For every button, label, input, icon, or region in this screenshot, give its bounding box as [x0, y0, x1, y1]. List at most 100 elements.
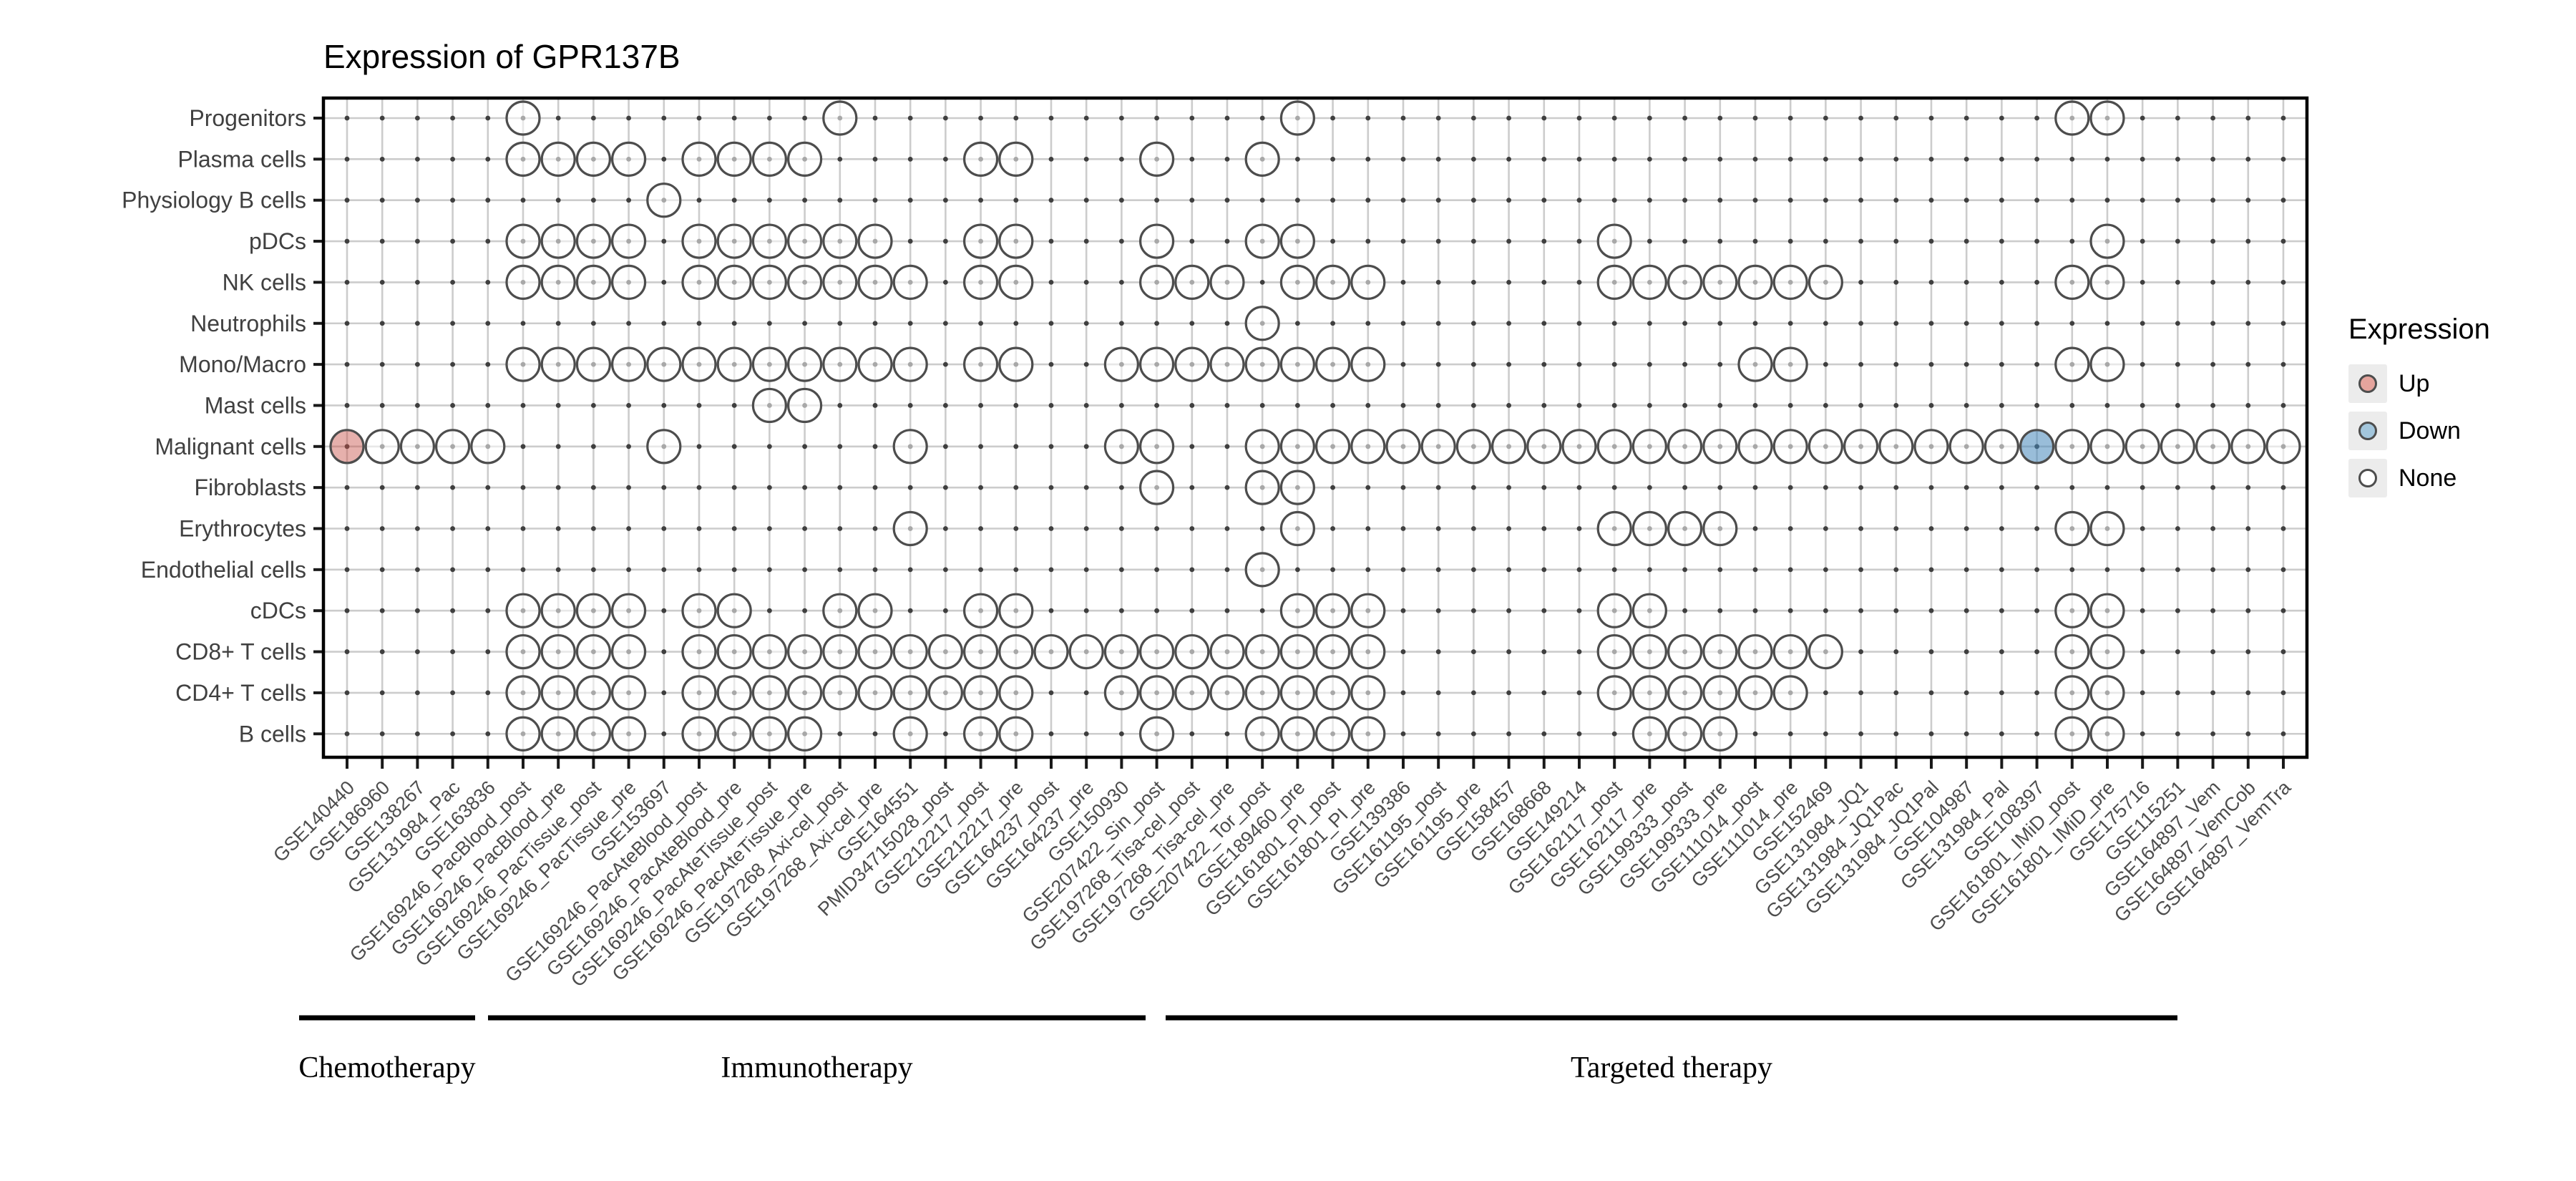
- grid-point: [2210, 238, 2216, 244]
- grid-point: [978, 526, 983, 531]
- grid-point: [1858, 403, 1864, 408]
- expression-dot-none: [1314, 593, 1351, 628]
- grid-point: [2069, 321, 2075, 326]
- grid-point: [1647, 321, 1652, 326]
- grid-point: [1435, 238, 1441, 244]
- grid-point: [943, 156, 948, 162]
- expression-dot-none: [1702, 716, 1738, 752]
- grid-point: [1119, 567, 1124, 573]
- grid-point: [1295, 567, 1300, 573]
- grid-point: [872, 198, 878, 203]
- grid-point: [1893, 403, 1899, 408]
- grid-point: [1858, 115, 1864, 121]
- expression-dot-none: [716, 593, 752, 628]
- expression-dot-none: [716, 223, 752, 259]
- grid-point: [696, 321, 702, 326]
- grid-point: [1154, 526, 1159, 531]
- grid-point: [1083, 115, 1089, 121]
- grid-point: [2280, 156, 2286, 162]
- grid-point: [1611, 731, 1617, 737]
- grid-point: [344, 731, 350, 737]
- grid-point: [1963, 526, 1969, 531]
- expression-dot-none: [1279, 470, 1316, 505]
- expression-dot-none: [751, 633, 788, 670]
- expression-dot-none: [1737, 675, 1773, 711]
- grid-point: [1576, 361, 1582, 367]
- grid-point: [1083, 198, 1089, 203]
- grid-point: [2175, 403, 2180, 408]
- grid-point: [1435, 198, 1441, 203]
- expression-dot-none: [2089, 429, 2125, 465]
- expression-dot-none: [962, 675, 999, 711]
- grid-point: [2034, 198, 2040, 203]
- expression-dot-none: [1596, 633, 1632, 670]
- expression-dot-none: [1596, 223, 1632, 259]
- grid-point: [626, 321, 631, 326]
- grid-point: [661, 115, 667, 121]
- expression-dot-none: [751, 223, 788, 259]
- grid-point: [1928, 156, 1934, 162]
- expression-dot-none: [540, 633, 576, 670]
- expression-dot-none: [1385, 429, 1421, 465]
- grid-point: [1893, 280, 1899, 285]
- grid-point: [1752, 731, 1758, 737]
- grid-point: [379, 321, 385, 326]
- grid-point: [2104, 198, 2110, 203]
- grid-point: [978, 115, 983, 121]
- grid-point: [1576, 485, 1582, 490]
- grid-point: [1999, 567, 2004, 573]
- grid-point: [344, 690, 350, 696]
- grid-point: [943, 608, 948, 613]
- grid-point: [1787, 567, 1793, 573]
- grid-point: [1823, 238, 1828, 244]
- expression-dot-none: [1491, 429, 1527, 465]
- grid-point: [1752, 608, 1758, 613]
- grid-point: [1224, 321, 1230, 326]
- grid-point: [1999, 485, 2004, 490]
- group-label: Targeted therapy: [1571, 1051, 1772, 1084]
- grid-point: [1189, 608, 1195, 613]
- expression-dot-none: [575, 716, 612, 752]
- grid-point: [696, 444, 702, 449]
- grid-point: [802, 485, 807, 490]
- grid-point: [1647, 567, 1652, 573]
- grid-point: [1013, 485, 1019, 490]
- expression-dot-none: [1350, 593, 1386, 628]
- grid-point: [731, 444, 737, 449]
- grid-point: [485, 198, 491, 203]
- grid-point: [520, 198, 526, 203]
- grid-point: [2210, 156, 2216, 162]
- expression-dot-none: [610, 264, 647, 300]
- grid-point: [1365, 198, 1371, 203]
- grid-point: [1858, 690, 1864, 696]
- row-label: Physiology B cells: [122, 188, 306, 213]
- grid-point: [1717, 485, 1723, 490]
- grid-point: [1506, 115, 1512, 121]
- grid-point: [1083, 321, 1089, 326]
- grid-point: [1435, 115, 1441, 121]
- expression-dot-none: [1455, 429, 1491, 465]
- grid-point: [485, 731, 491, 737]
- grid-point: [485, 238, 491, 244]
- grid-point: [344, 403, 350, 408]
- grid-point: [1576, 731, 1582, 737]
- grid-point: [2140, 280, 2145, 285]
- grid-point: [1541, 690, 1547, 696]
- grid-point: [1858, 361, 1864, 367]
- grid-point: [2175, 321, 2180, 326]
- grid-point: [1365, 485, 1371, 490]
- grid-point: [450, 198, 455, 203]
- expression-dot-none: [2054, 675, 2090, 711]
- grid-point: [2210, 198, 2216, 203]
- grid-point: [1471, 526, 1476, 531]
- grid-point: [2140, 649, 2145, 654]
- grid-point: [2034, 238, 2040, 244]
- grid-point: [661, 649, 667, 654]
- grid-point: [1787, 526, 1793, 531]
- grid-point: [1259, 198, 1265, 203]
- grid-point: [1400, 198, 1406, 203]
- grid-point: [696, 115, 702, 121]
- expression-dot-none: [822, 100, 858, 136]
- expression-dot-none: [1702, 675, 1738, 711]
- grid-point: [1752, 485, 1758, 490]
